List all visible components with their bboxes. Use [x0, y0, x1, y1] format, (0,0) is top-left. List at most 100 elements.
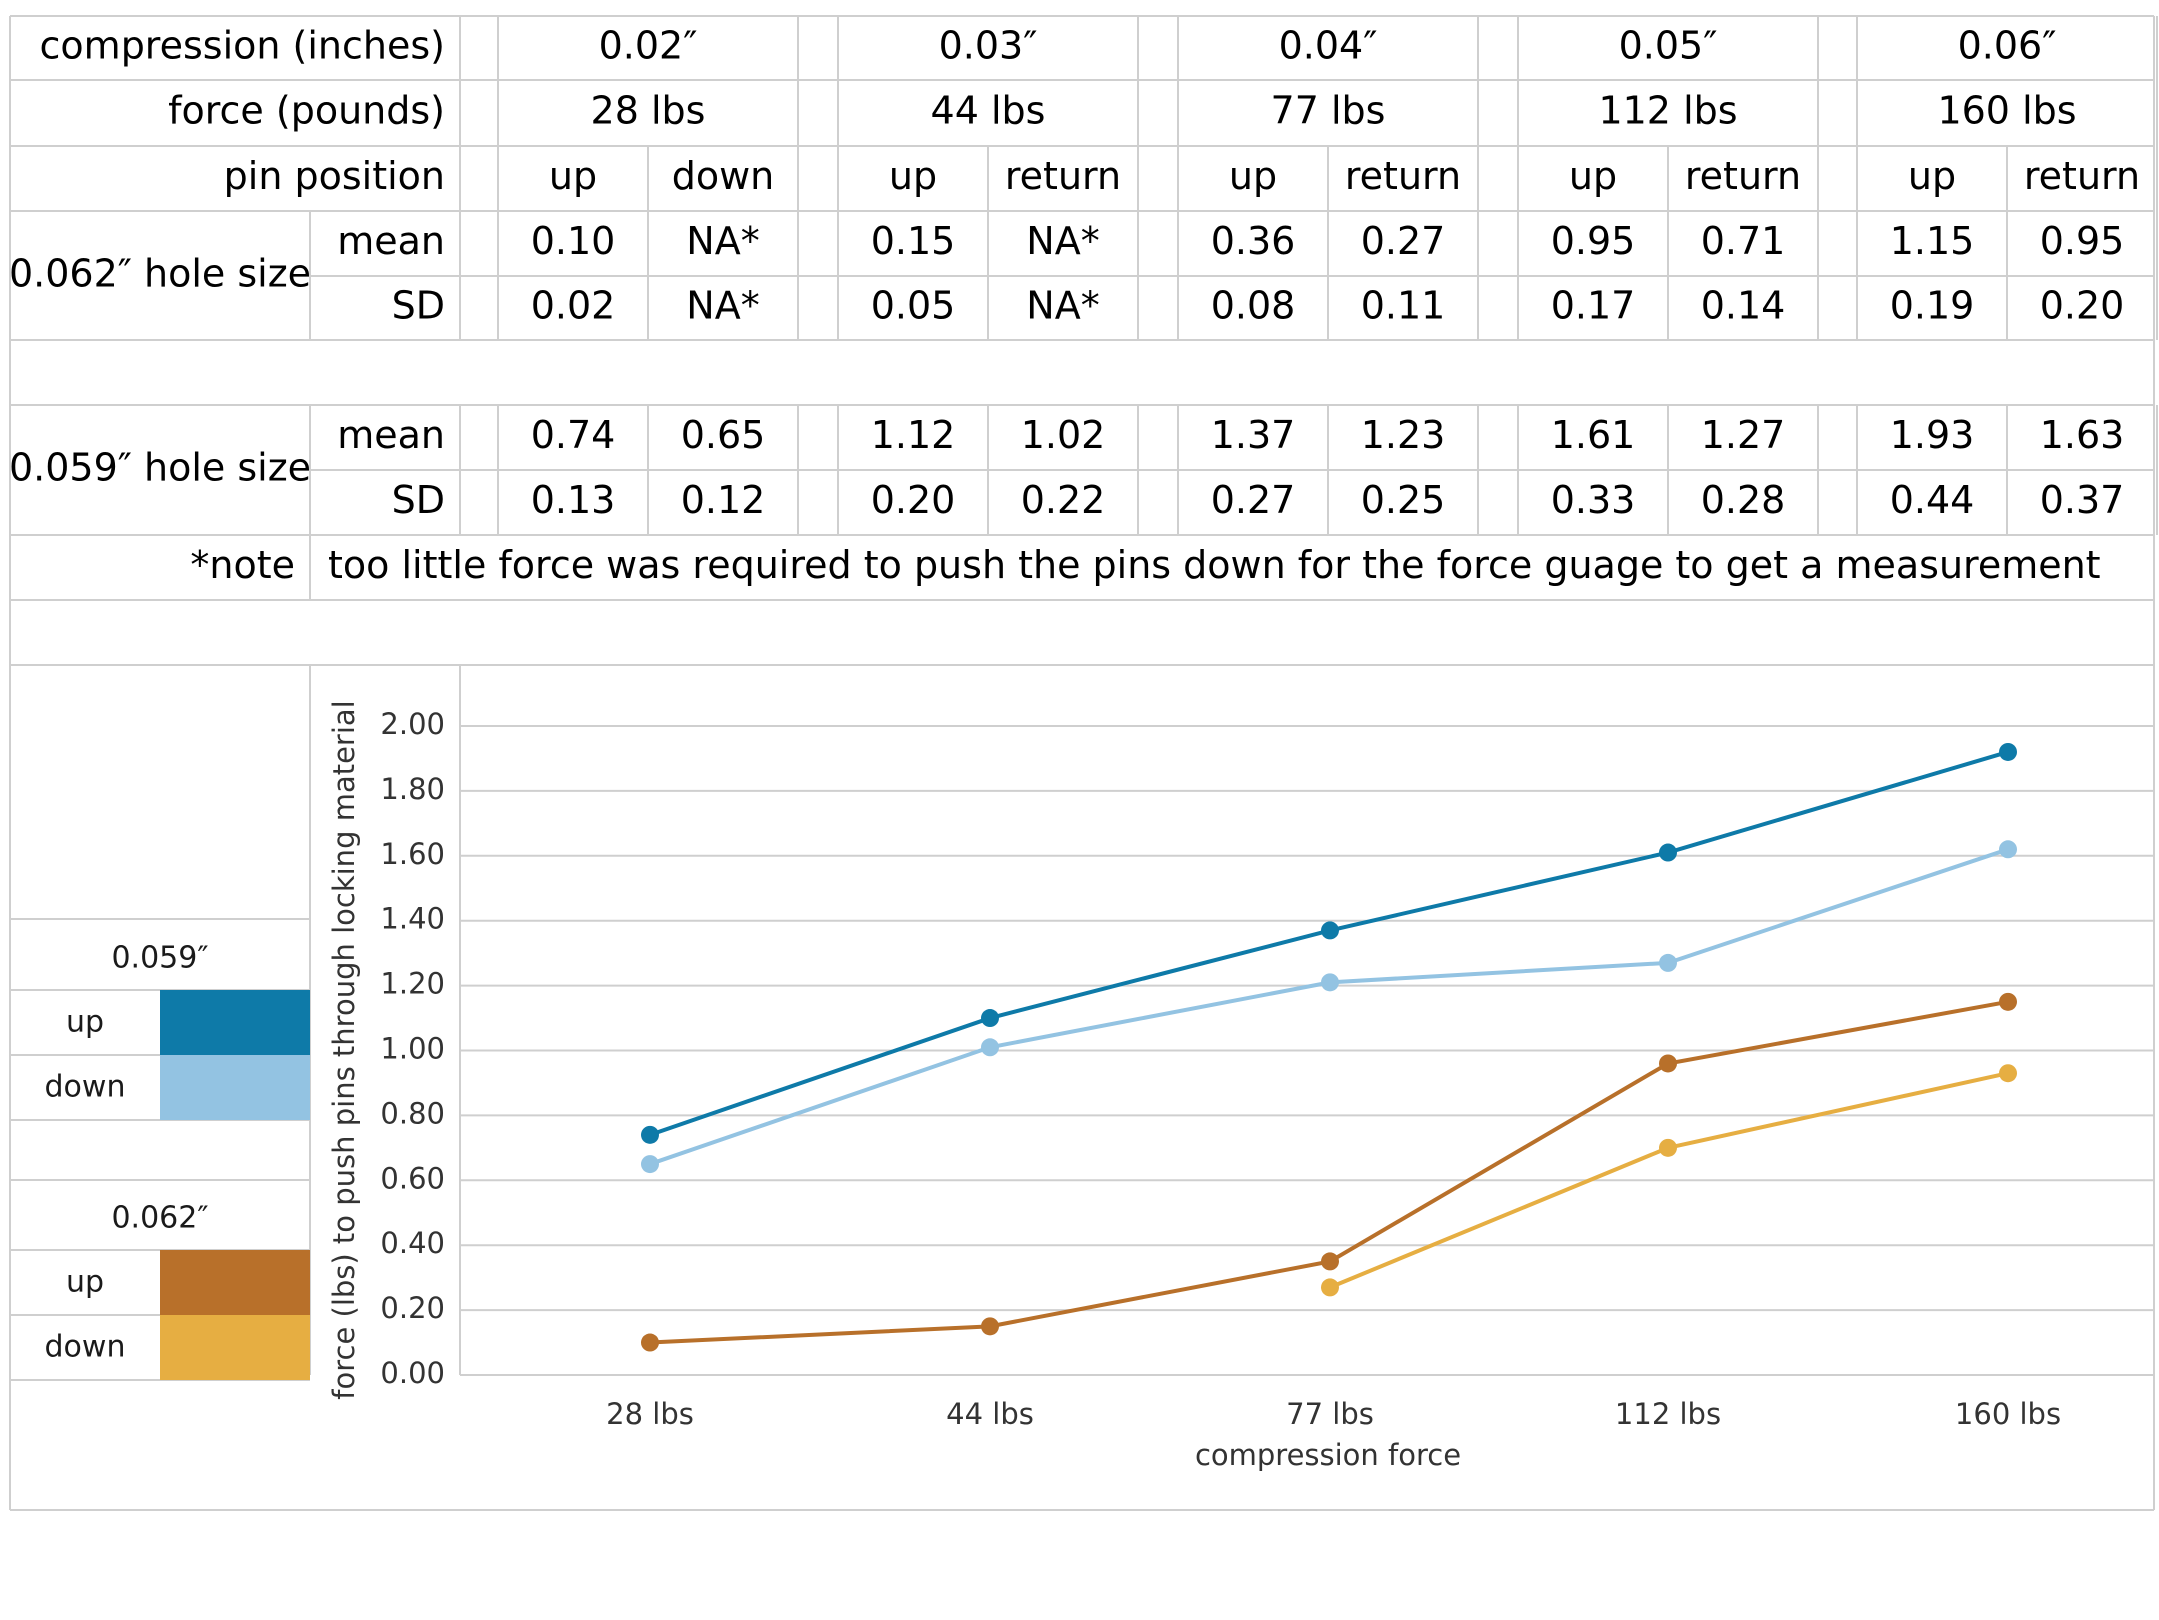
legend-item-label: up — [66, 1265, 104, 1300]
table-cell: 1.61 — [1551, 413, 1636, 457]
table-cell: 1.15 — [1890, 219, 1975, 263]
table-cell: 0.11 — [1361, 284, 1446, 328]
data-table: compression (inches) force (pounds) pin po… — [9, 15, 2158, 665]
sd-label: SD — [392, 284, 445, 328]
table-cell: 0.14 — [1701, 284, 1786, 328]
table-cell: 0.05 — [871, 284, 956, 328]
x-tick-label: 28 lbs — [606, 1397, 694, 1431]
data-point — [1321, 921, 1339, 940]
sd-label: SD — [392, 478, 445, 522]
table-cell: 1.27 — [1701, 413, 1786, 457]
compression-value: 0.05″ — [1619, 24, 1718, 68]
table-cell: 0.20 — [2040, 284, 2125, 328]
table-cell: 0.27 — [1211, 478, 1296, 522]
y-tick-label: 0.40 — [380, 1226, 445, 1260]
data-point — [1659, 1054, 1677, 1073]
x-tick-label: 160 lbs — [1955, 1397, 2061, 1431]
table-cell: 0.36 — [1211, 219, 1296, 263]
force-value: 77 lbs — [1271, 89, 1386, 133]
table-cell: 0.28 — [1701, 478, 1786, 522]
force-value: 112 lbs — [1598, 89, 1737, 133]
y-axis-title: force (lbs) to push pins through locking… — [327, 700, 361, 1399]
table-cell: NA* — [686, 219, 759, 263]
pin-position-value: up — [1229, 154, 1277, 198]
legend-group-title: 0.062″ — [111, 1201, 208, 1236]
data-point — [1999, 992, 2017, 1011]
data-point — [641, 1155, 659, 1174]
legend-swatch — [160, 1055, 310, 1120]
table-cell: NA* — [1026, 219, 1099, 263]
table-cell: 0.74 — [531, 413, 616, 457]
table-cell: NA* — [1026, 284, 1099, 328]
force-value: 160 lbs — [1937, 89, 2076, 133]
table-cell: 0.95 — [2040, 219, 2125, 263]
line-chart: 0.00 0.20 0.40 0.60 0.80 1.00 1.20 1.40 1.60 1.80… — [9, 664, 2155, 1511]
y-tick-label: 0.00 — [380, 1356, 445, 1390]
data-point — [981, 1009, 999, 1028]
y-tick-label: 1.00 — [380, 1032, 445, 1066]
table-cell: 0.33 — [1551, 478, 1636, 522]
hole-059-label: 0.059″ hole size — [9, 446, 311, 490]
x-tick-label: 44 lbs — [946, 1397, 1034, 1431]
compression-row-label: compression (inches) — [40, 24, 445, 68]
data-point — [1659, 953, 1677, 972]
data-point — [981, 1317, 999, 1336]
table-cell: 0.15 — [871, 219, 956, 263]
x-axis-title: compression force — [1195, 1438, 1461, 1472]
y-tick-label: 1.20 — [380, 967, 445, 1001]
table-cell: 0.13 — [531, 478, 616, 522]
table-cell: 0.44 — [1890, 478, 1975, 522]
data-point — [1999, 742, 2017, 761]
compression-value: 0.06″ — [1958, 24, 2057, 68]
pin-position-value: return — [1685, 154, 1801, 198]
x-tick-label: 77 lbs — [1286, 1397, 1374, 1431]
legend-group-title: 0.059″ — [111, 941, 208, 976]
table-cell: 0.71 — [1701, 219, 1786, 263]
x-tick-label: 112 lbs — [1615, 1397, 1721, 1431]
table-cell: 0.65 — [681, 413, 766, 457]
table-cell: 0.12 — [681, 478, 766, 522]
legend-item-label: down — [45, 1070, 126, 1105]
y-tick-label: 1.80 — [380, 772, 445, 806]
y-tick-label: 0.80 — [380, 1096, 445, 1130]
table-cell: NA* — [686, 284, 759, 328]
legend-item-label: down — [45, 1330, 126, 1365]
table-cell: 0.27 — [1361, 219, 1446, 263]
table-cell: 0.08 — [1211, 284, 1296, 328]
compression-value: 0.04″ — [1279, 24, 1378, 68]
legend-swatch — [160, 1315, 310, 1380]
table-cell: 0.25 — [1361, 478, 1446, 522]
data-point — [641, 1333, 659, 1352]
table-cell: 0.17 — [1551, 284, 1636, 328]
table-cell: 1.93 — [1890, 413, 1975, 457]
y-tick-label: 1.60 — [380, 837, 445, 871]
data-point — [1321, 1252, 1339, 1271]
table-cell: 0.95 — [1551, 219, 1636, 263]
note-label: *note — [190, 543, 295, 587]
series-line — [649, 750, 2009, 1137]
force-value: 28 lbs — [591, 89, 706, 133]
force-value: 44 lbs — [931, 89, 1046, 133]
table-cell: 1.02 — [1021, 413, 1106, 457]
data-point — [1999, 840, 2017, 859]
pin-position-value: up — [1908, 154, 1956, 198]
mean-label: mean — [337, 413, 445, 457]
table-cell: 0.20 — [871, 478, 956, 522]
pin-position-value: return — [1345, 154, 1461, 198]
mean-label: mean — [337, 219, 445, 263]
table-cell: 1.23 — [1361, 413, 1446, 457]
note-text: too little force was required to push th… — [328, 543, 2101, 587]
table-cell: 1.63 — [2040, 413, 2125, 457]
pin-position-value: up — [1569, 154, 1617, 198]
y-tick-label: 0.20 — [380, 1291, 445, 1325]
data-point — [1999, 1064, 2017, 1083]
y-tick-label: 2.00 — [380, 707, 445, 741]
legend-swatch — [160, 1250, 310, 1315]
pin-position-value: up — [549, 154, 597, 198]
force-row-label: force (pounds) — [168, 89, 445, 133]
y-tick-label: 1.40 — [380, 902, 445, 936]
legend-swatch — [160, 990, 310, 1055]
pin-position-value: return — [1005, 154, 1121, 198]
legend-item-label: up — [66, 1005, 104, 1040]
